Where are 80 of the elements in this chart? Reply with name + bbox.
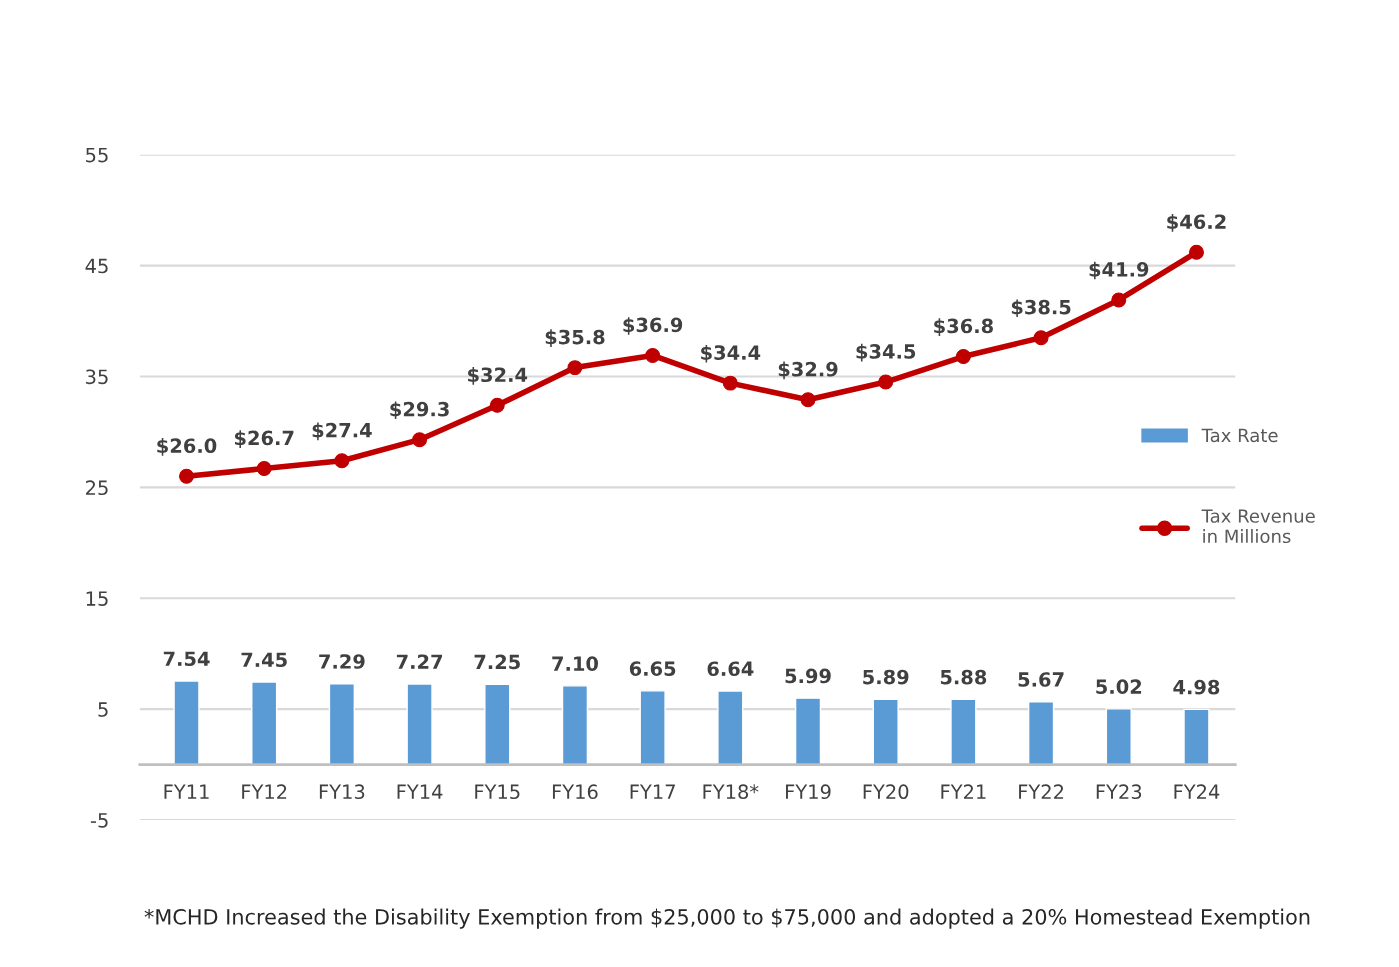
x-tick-label: FY12	[242, 784, 287, 799]
data-label: 7.29	[319, 654, 365, 669]
point	[645, 347, 661, 363]
data-label: 5.89	[863, 669, 909, 685]
x-tick-label: FY22	[1019, 784, 1064, 799]
data-label: 4.98	[1173, 679, 1220, 695]
data-label: $46.2	[1167, 214, 1226, 232]
data-label: $32.9	[778, 361, 838, 380]
x-tick-label: FY18*	[703, 784, 759, 800]
y-tick-label: -5	[90, 813, 108, 828]
x-tick-label: FY23	[1096, 784, 1142, 800]
point	[489, 397, 505, 413]
y-tick-label: 5	[98, 702, 108, 717]
data-label: $36.9	[623, 317, 683, 335]
bar	[406, 683, 433, 766]
data-label: $29.3	[390, 401, 449, 420]
bar	[717, 690, 744, 766]
legend-label: Tax Revenue in Millions	[1201, 509, 1315, 544]
data-label: $27.4	[312, 422, 372, 441]
data-label: 5.99	[785, 668, 831, 684]
y-tick-label: 15	[86, 591, 108, 606]
data-label: $41.9	[1089, 261, 1149, 280]
point	[256, 461, 272, 476]
data-label: 6.64	[707, 661, 754, 677]
x-tick-label: FY16	[552, 784, 598, 800]
bar	[639, 690, 666, 766]
point	[179, 468, 194, 484]
bar	[872, 698, 899, 766]
data-label: $26.0	[157, 438, 217, 456]
bar	[1105, 708, 1132, 766]
x-tick-label: FY13	[319, 784, 365, 800]
data-label: 7.45	[241, 652, 287, 668]
point	[567, 360, 583, 376]
x-tick-label: FY20	[863, 784, 909, 800]
data-label: 5.02	[1096, 679, 1142, 695]
bar	[173, 680, 200, 766]
y-tick-label: 25	[86, 480, 108, 496]
point	[722, 375, 738, 391]
data-label: $26.7	[234, 430, 294, 448]
x-tick-label: FY24	[1174, 784, 1220, 799]
bar	[1027, 701, 1055, 766]
x-tick-label: FY17	[630, 784, 675, 799]
data-label: $36.8	[934, 318, 993, 336]
data-label: 6.65	[629, 661, 676, 676]
data-label: 5.88	[940, 669, 987, 685]
data-label: $35.8	[545, 329, 605, 347]
y-tick-label: 45	[85, 258, 108, 274]
x-tick-label: FY14	[397, 784, 443, 799]
data-label: $34.5	[856, 343, 916, 362]
bar	[251, 681, 278, 766]
point	[412, 432, 428, 448]
point	[800, 392, 816, 408]
x-tick-label: FY21	[941, 784, 986, 799]
x-tick-label: FY15	[475, 784, 520, 800]
legend-label: Tax Rate	[1201, 428, 1278, 443]
x-tick-label: FY11	[164, 784, 209, 799]
bar	[950, 698, 977, 766]
point	[1033, 330, 1049, 346]
data-label: 5.67	[1018, 672, 1064, 687]
bar	[794, 697, 822, 766]
point	[878, 374, 894, 390]
bar	[1183, 708, 1210, 766]
bar	[484, 683, 511, 766]
data-label: 7.54	[163, 651, 210, 667]
bar	[561, 685, 589, 766]
data-label: 7.10	[552, 656, 599, 671]
y-tick-label: 35	[86, 369, 108, 385]
data-label: 7.25	[474, 654, 520, 670]
point	[955, 349, 971, 364]
y-tick-label: 55	[86, 147, 108, 163]
data-label: $38.5	[1011, 299, 1071, 318]
data-label: $32.4	[468, 367, 528, 385]
x-tick-label: FY19	[786, 784, 831, 800]
point	[1111, 292, 1127, 308]
point	[334, 453, 350, 469]
data-label: 7.27	[396, 654, 443, 669]
point	[1189, 244, 1204, 260]
data-label: $34.4	[701, 344, 761, 363]
text: *MCHD Increased the Disability Exemption from $25,000 to $75,000 and adopted a 20% Homestead Exemption	[144, 908, 1310, 929]
bar	[328, 683, 356, 766]
